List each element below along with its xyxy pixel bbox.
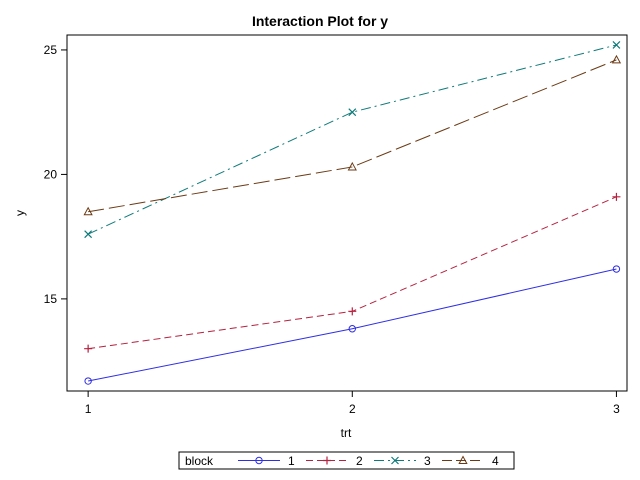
legend-swatch-marker: [323, 456, 331, 465]
legend-item-1: 1: [238, 454, 295, 468]
legend-label: 2: [356, 454, 363, 468]
x-axis-label: trt: [341, 426, 352, 440]
data-point-4-3: [611, 54, 622, 64]
chart-title: Interaction Plot for y: [252, 13, 388, 29]
series-2: [84, 192, 621, 353]
data-point-4-1: [83, 206, 93, 216]
legend-title: block: [185, 454, 214, 468]
series-line-1: [88, 268, 617, 382]
data-point-1-1: [84, 377, 92, 385]
data-point-2-2: [348, 307, 357, 316]
legend-frame: [178, 451, 515, 470]
legend-swatch-marker: [255, 456, 263, 465]
y-tick-label: 20: [44, 167, 58, 181]
data-point-2-1: [84, 344, 93, 353]
x-tick-label: 1: [85, 402, 92, 416]
data-point-1-3: [612, 265, 621, 273]
legend-swatch-marker: [458, 455, 468, 464]
data-point-4-2: [347, 161, 357, 171]
legend-item-3: 3: [374, 454, 431, 468]
series-layer: [83, 41, 622, 385]
x-tick-label: 3: [613, 402, 620, 416]
series-1: [84, 265, 621, 385]
data-point-3-3: [612, 41, 621, 49]
data-point-3-1: [84, 230, 93, 239]
y-axis-label: y: [13, 210, 27, 216]
series-line-4: [88, 59, 617, 213]
series-line-3: [87, 44, 617, 235]
series-4: [83, 54, 622, 216]
y-axis: 15 20 25: [44, 43, 67, 306]
legend-item-4: 4: [442, 454, 499, 468]
x-axis: 1 2 3: [85, 391, 620, 416]
y-tick-label: 25: [44, 43, 58, 57]
data-point-3-2: [348, 108, 357, 117]
legend: block 1 2 3 4: [178, 451, 515, 470]
x-tick-label: 2: [349, 402, 356, 416]
data-point-1-2: [348, 325, 356, 333]
y-tick-label: 15: [44, 292, 58, 306]
data-point-2-3: [612, 192, 621, 201]
plot-area-frame: [66, 34, 628, 392]
legend-label: 3: [424, 454, 431, 468]
legend-label: 4: [492, 454, 499, 468]
legend-swatch-marker: [391, 456, 399, 465]
legend-item-2: 2: [306, 454, 363, 468]
series-3: [84, 41, 621, 239]
legend-label: 1: [288, 454, 295, 468]
